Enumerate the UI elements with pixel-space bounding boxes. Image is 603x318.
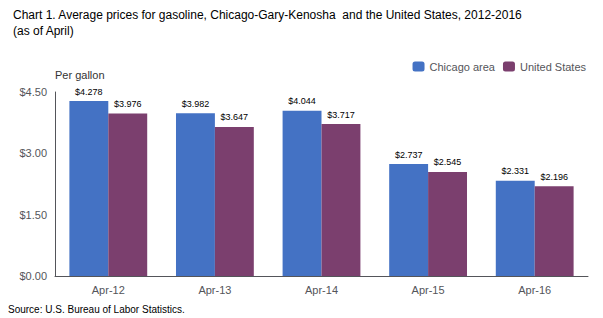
svg-text:$4.278: $4.278 — [75, 87, 103, 97]
svg-text:$4.044: $4.044 — [288, 96, 316, 106]
svg-text:$2.196: $2.196 — [540, 172, 568, 182]
svg-text:Apr-16: Apr-16 — [518, 284, 551, 296]
svg-text:Per gallon: Per gallon — [55, 69, 105, 81]
svg-text:(as of April): (as of April) — [13, 24, 74, 38]
svg-text:Chart 1. Average prices for ga: Chart 1. Average prices for gasoline, Ch… — [13, 8, 522, 22]
svg-text:$3.976: $3.976 — [114, 99, 142, 109]
svg-text:$4.50: $4.50 — [19, 86, 47, 98]
svg-text:Apr-12: Apr-12 — [92, 284, 125, 296]
svg-text:Source: U.S. Bureau of Labor S: Source: U.S. Bureau of Labor Statistics. — [8, 304, 185, 315]
svg-text:$0.00: $0.00 — [19, 270, 47, 282]
svg-text:$3.982: $3.982 — [182, 99, 210, 109]
svg-text:Apr-14: Apr-14 — [305, 284, 338, 296]
svg-text:$3.00: $3.00 — [19, 147, 47, 159]
svg-text:Chicago area: Chicago area — [430, 61, 496, 73]
svg-text:$3.647: $3.647 — [221, 112, 249, 122]
svg-text:Apr-15: Apr-15 — [412, 284, 445, 296]
svg-text:United States: United States — [520, 61, 587, 73]
svg-text:Apr-13: Apr-13 — [198, 284, 231, 296]
svg-text:$2.331: $2.331 — [501, 166, 529, 176]
svg-text:$3.717: $3.717 — [327, 110, 355, 120]
svg-text:$2.545: $2.545 — [434, 157, 462, 167]
svg-text:$1.50: $1.50 — [19, 209, 47, 221]
svg-text:$2.737: $2.737 — [395, 150, 423, 160]
